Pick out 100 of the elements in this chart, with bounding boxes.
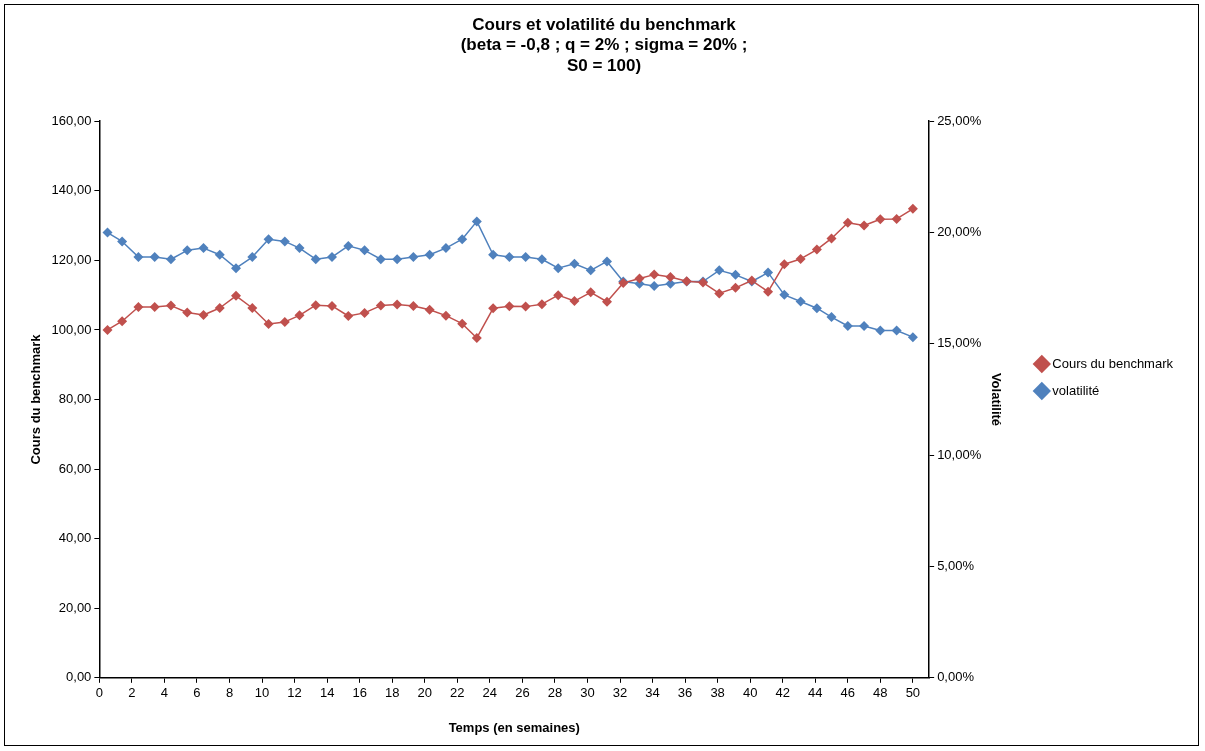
point <box>553 290 564 301</box>
point <box>327 300 338 311</box>
point <box>231 263 242 274</box>
point <box>504 252 515 263</box>
point <box>891 213 902 224</box>
x-tick-label: 22 <box>450 685 465 701</box>
point <box>520 252 531 263</box>
y2-axis-title: Volatilité <box>989 372 1005 427</box>
x-tick-label: 32 <box>612 685 628 701</box>
point <box>440 243 451 254</box>
point <box>826 312 837 323</box>
x-tick-label: 28 <box>547 685 563 701</box>
y-tick-label: 100,00 <box>51 321 92 337</box>
point <box>408 252 419 263</box>
y-tick-label: 160,00 <box>51 112 92 128</box>
point <box>214 303 225 314</box>
x-tick-label: 26 <box>515 685 530 701</box>
point <box>359 307 370 318</box>
x-tick-label: 30 <box>580 685 595 701</box>
point <box>310 300 321 311</box>
point <box>294 310 305 321</box>
point <box>649 269 660 280</box>
point <box>842 217 853 228</box>
point <box>102 227 113 238</box>
point <box>488 303 499 314</box>
x-tick-label: 36 <box>677 685 693 701</box>
y-tick-label: 40,00 <box>58 530 92 546</box>
point <box>310 254 321 265</box>
point <box>907 332 918 343</box>
point <box>117 236 128 247</box>
point <box>714 288 725 299</box>
point <box>536 254 547 265</box>
point <box>730 269 741 280</box>
point <box>343 240 354 251</box>
point <box>634 273 645 284</box>
x-tick-label: 40 <box>742 685 758 701</box>
x-tick-label: 34 <box>645 685 660 701</box>
point <box>247 252 258 263</box>
point <box>795 253 806 264</box>
point <box>665 272 676 283</box>
point <box>165 300 176 311</box>
point <box>714 265 725 276</box>
y-tick-label: 20,00 <box>58 599 92 615</box>
point <box>457 234 468 245</box>
x-tick-label: 24 <box>482 685 498 701</box>
point <box>553 263 564 274</box>
point <box>585 265 596 276</box>
x-tick-label: 18 <box>384 685 400 701</box>
point <box>891 325 902 336</box>
point <box>165 254 176 265</box>
point <box>231 290 242 301</box>
point <box>247 303 258 314</box>
point <box>536 299 547 310</box>
x-tick-label: 42 <box>775 685 790 701</box>
x-tick-label: 4 <box>160 685 169 701</box>
point <box>359 245 370 256</box>
point <box>214 249 225 260</box>
point <box>811 303 822 314</box>
y2-tick-label: 15,00% <box>937 335 982 351</box>
point <box>392 299 403 310</box>
point <box>133 301 144 312</box>
x-tick-label: 6 <box>193 685 201 701</box>
y-axis-title: Cours du benchmark <box>28 333 44 465</box>
y2-tick-label: 25,00% <box>937 112 982 128</box>
point <box>279 236 290 247</box>
point <box>601 256 612 267</box>
x-tick-label: 20 <box>417 685 432 701</box>
x-tick-label: 10 <box>254 685 270 701</box>
point <box>488 249 499 260</box>
point <box>149 252 160 263</box>
chart-title: Cours et volatilité du benchmark (beta = -0,8 ; q = 2% ; sigma = 20% ; S0 = 100) <box>460 14 748 75</box>
point <box>569 296 580 307</box>
point <box>811 244 822 255</box>
x-tick-label: 8 <box>225 685 234 701</box>
point <box>327 252 338 263</box>
point <box>263 319 274 330</box>
point <box>504 301 515 312</box>
point <box>117 316 128 327</box>
point <box>408 300 419 311</box>
point <box>826 233 837 244</box>
point <box>198 309 209 320</box>
y2-tick-label: 5,00% <box>937 558 975 574</box>
point <box>763 286 774 297</box>
y2-tick-label: 20,00% <box>937 224 982 240</box>
point <box>440 310 451 321</box>
point <box>875 325 886 336</box>
x-tick-label: 14 <box>319 685 335 701</box>
legend-label: Cours du benchmark <box>1052 355 1174 371</box>
point <box>601 296 612 307</box>
point <box>102 324 113 335</box>
point <box>294 243 305 254</box>
point <box>842 321 853 332</box>
point <box>263 234 274 245</box>
x-tick-label: 38 <box>710 685 725 701</box>
point <box>779 289 790 300</box>
point <box>198 243 209 254</box>
point <box>763 267 774 278</box>
point <box>133 252 144 263</box>
y-tick-label: 0,00 <box>66 669 92 685</box>
point <box>343 311 354 322</box>
